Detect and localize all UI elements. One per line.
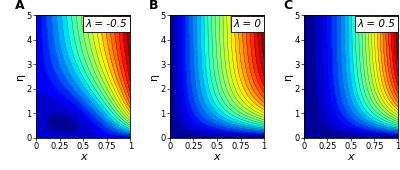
Y-axis label: η: η [149,73,159,80]
Text: C: C [283,0,292,12]
X-axis label: x: x [214,152,220,162]
Text: A: A [15,0,25,12]
X-axis label: x: x [80,152,86,162]
Text: λ = 0.5: λ = 0.5 [357,19,395,29]
Y-axis label: η: η [283,73,293,80]
X-axis label: x: x [348,152,354,162]
Y-axis label: η: η [15,73,25,80]
Text: λ = -0.5: λ = -0.5 [86,19,128,29]
Text: λ = 0: λ = 0 [233,19,261,29]
Text: B: B [149,0,159,12]
